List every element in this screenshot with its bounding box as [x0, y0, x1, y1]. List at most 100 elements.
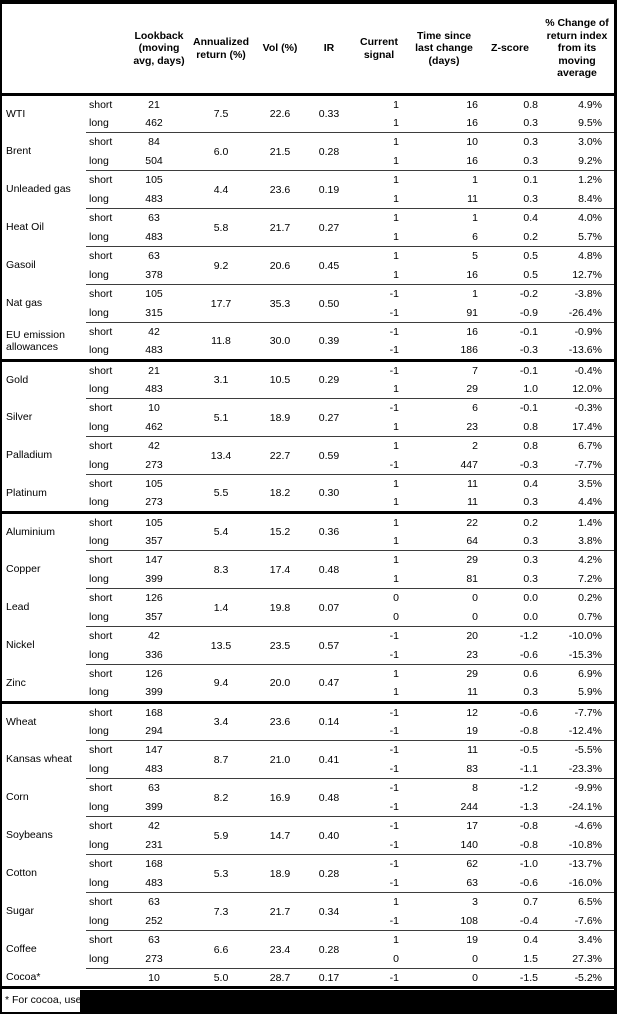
col-header-annualized-return: Annualized return (%): [190, 4, 252, 96]
leg-label: long: [89, 610, 109, 623]
commodity-signals-table: Lookback (moving avg, days) Annualized r…: [2, 4, 614, 989]
signal-value: 1: [393, 116, 399, 129]
table-row: Nat gas short 105 17.7 35.3 0.50 -1 1 -0.2 -3.8%: [2, 284, 614, 323]
signal-value: -1: [350, 816, 408, 836]
lookback-value: 168: [128, 701, 190, 722]
vol-value: 10.5: [252, 359, 308, 399]
ir-value: 0.34: [308, 892, 350, 931]
signal-value: -1: [389, 800, 399, 813]
z-score-value: 0.4: [480, 208, 540, 228]
commodity-name: Silver: [6, 411, 33, 424]
z-score-value: -0.6: [480, 701, 540, 722]
table-row: long 252 -1 108 -0.4 -7.6%: [2, 912, 614, 931]
pct-change-value: -15.3%: [568, 648, 602, 661]
z-score-value: 0.2: [480, 511, 540, 532]
time-since-value: 10: [408, 132, 480, 152]
annualized-return-value: 8.2: [190, 778, 252, 817]
signal-value: 1: [393, 496, 399, 509]
lookback-value: 42: [128, 322, 190, 342]
lookback-value: 168: [128, 854, 190, 874]
z-score-value: 0.5: [523, 268, 538, 281]
leg-label: long: [89, 800, 109, 813]
pct-change-value: 5.7%: [578, 230, 602, 243]
time-since-value: 16: [466, 98, 478, 111]
time-since-value: 6: [408, 398, 480, 418]
time-since-value: 11: [467, 686, 478, 699]
time-since-value: 7: [408, 359, 480, 380]
table-row: Nickel short 42 13.5 23.5 0.57 -1 20 -1.2 -10.0%: [2, 626, 614, 665]
pct-change-value: -10.8%: [568, 838, 602, 851]
commodity-name: Aluminium: [2, 511, 86, 551]
signal-value: -1: [350, 968, 408, 988]
time-since-value: 11: [408, 474, 480, 494]
signal-value: -1: [389, 838, 399, 851]
lookback-value: 147: [128, 550, 190, 570]
z-score-value: -0.2: [480, 284, 540, 304]
vol-value: 23.6: [252, 170, 308, 209]
vol-value: 18.9: [252, 854, 308, 893]
z-score-value: 0.0: [523, 610, 538, 623]
time-since-value: 20: [408, 626, 480, 646]
leg-label: long: [89, 648, 109, 661]
commodity-name: Palladium: [6, 449, 53, 462]
z-score-value: -1.5: [480, 968, 540, 988]
table-row: long 315 -1 91 -0.9 -26.4%: [2, 304, 614, 323]
vol-value: 21.7: [252, 208, 308, 247]
pct-change-value: 8.4%: [578, 192, 602, 205]
pct-change-value: -5.5%: [540, 740, 614, 760]
leg-label: short: [86, 740, 128, 760]
z-score-value: 0.3: [523, 572, 538, 585]
table-row: Gold short 21 3.1 10.5 0.29 -1 7 -0.1 -0.4%: [2, 359, 614, 399]
time-since-value: 1: [408, 284, 480, 304]
time-since-value: 16: [466, 116, 478, 129]
z-score-value: -0.6: [519, 876, 538, 889]
time-since-value: 8: [408, 778, 480, 798]
leg-label: short: [86, 892, 128, 912]
lookback-value: 399: [145, 686, 163, 699]
signal-value: 1: [393, 154, 399, 167]
commodity-name: Platinum: [6, 486, 47, 499]
leg-label: long: [89, 762, 109, 775]
pct-change-value: -9.9%: [540, 778, 614, 798]
time-since-value: 3: [408, 892, 480, 912]
lookback-value: 126: [128, 664, 190, 684]
leg-label: short: [86, 208, 128, 228]
pct-change-value: -13.7%: [540, 854, 614, 874]
commodity-name: Cocoa*: [6, 971, 41, 984]
leg-label: short: [86, 511, 128, 532]
leg-label: long: [89, 952, 109, 965]
signal-value: -1: [350, 359, 408, 380]
z-score-value: 1.0: [523, 382, 538, 395]
vol-value: 21.0: [252, 740, 308, 779]
z-score-value: 0.8: [480, 436, 540, 456]
ir-value: 0.45: [308, 246, 350, 285]
lookback-value: 483: [145, 192, 163, 205]
col-header-leg: [86, 4, 128, 96]
lookback-value: 252: [145, 914, 163, 927]
commodity-name: Lead: [6, 601, 30, 614]
signal-value: 1: [393, 230, 399, 243]
time-since-value: 16: [408, 322, 480, 342]
signal-value: 1: [393, 534, 399, 547]
vol-value: 19.8: [252, 588, 308, 627]
time-since-value: 63: [466, 876, 478, 889]
signal-value: 1: [393, 686, 399, 699]
ir-value: 0.28: [308, 854, 350, 893]
vol-value: 18.9: [252, 398, 308, 437]
lookback-value: 126: [128, 588, 190, 608]
signal-value: -1: [389, 458, 399, 471]
time-since-value: 108: [460, 914, 478, 927]
pct-change-value: -23.3%: [568, 762, 602, 775]
table-row: long 357 0 0 0.0 0.7%: [2, 608, 614, 627]
commodity-name: Nickel: [6, 639, 35, 652]
lookback-value: 483: [145, 230, 163, 243]
vol-value: 17.4: [252, 550, 308, 589]
leg-label: short: [86, 246, 128, 266]
leg-label: short: [86, 816, 128, 836]
commodity-name: Kansas wheat: [6, 753, 72, 766]
table-row: Kansas wheat short 147 8.7 21.0 0.41 -1 11 -0.5-…: [2, 740, 614, 779]
ir-value: 0.33: [318, 108, 340, 120]
pct-change-value: 6.9%: [540, 664, 614, 684]
lookback-value: 483: [145, 344, 163, 357]
ir-value: 0.30: [308, 474, 350, 513]
